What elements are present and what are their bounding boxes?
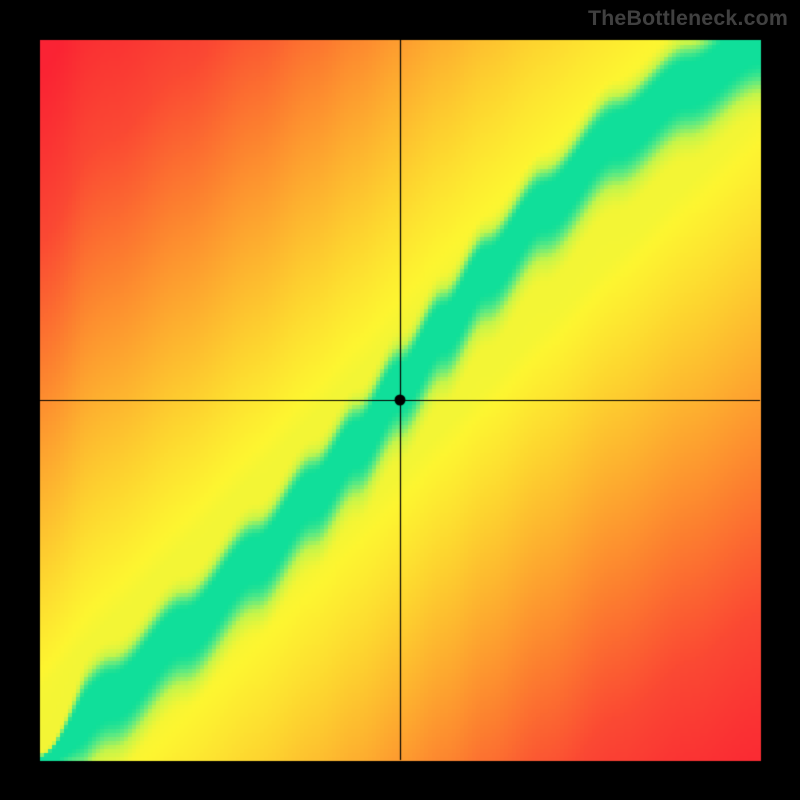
chart-container: TheBottleneck.com: [0, 0, 800, 800]
bottleneck-heatmap: [0, 0, 800, 800]
watermark-text: TheBottleneck.com: [588, 6, 788, 31]
